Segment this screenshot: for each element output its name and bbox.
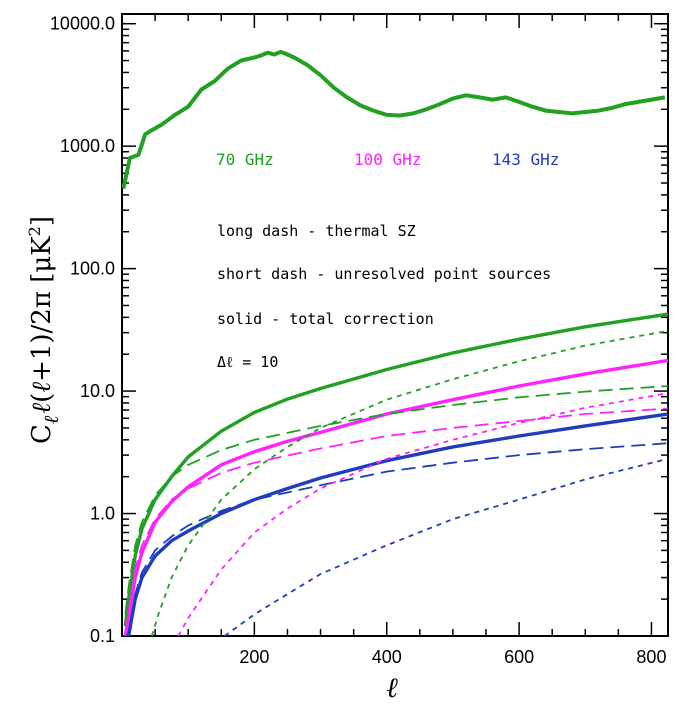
x-axis-title: ℓ [386, 671, 398, 704]
y-tick-label: 10000.0 [50, 14, 115, 34]
cmb-spectrum-line [122, 49, 666, 190]
freq-label-100: 100 GHz [354, 150, 421, 169]
solid-total-line [123, 358, 668, 636]
y-tick-label: 0.1 [90, 626, 115, 646]
long-dash-thermal-SZ-line [125, 442, 668, 636]
long-dash-thermal-SZ-line [124, 385, 668, 615]
legend-point-sources: short dash - unresolved point sources [217, 265, 551, 283]
long-dash-thermal-SZ-line [124, 407, 668, 636]
short-dash-unresolved-point-sources-line [177, 392, 668, 636]
y-tick-label: 10.0 [80, 381, 115, 401]
y-tick-label: 1.0 [90, 504, 115, 524]
solid-total-line [125, 412, 668, 636]
short-dash-unresolved-point-sources-line [150, 330, 668, 636]
legend-delta-l: Δℓ = 10 [217, 353, 278, 371]
x-tick-label: 800 [636, 647, 666, 667]
axis-ticks [121, 14, 668, 637]
solid-total-line [123, 312, 668, 627]
plot-frame [121, 13, 669, 637]
x-tick-label: 600 [504, 647, 534, 667]
y-tick-label: 1000.0 [60, 136, 115, 156]
x-tick-label: 200 [239, 647, 269, 667]
short-dash-unresolved-point-sources-line [224, 457, 668, 636]
x-tick-label: 400 [372, 647, 402, 667]
data-series [122, 49, 668, 636]
legend-total-correction: solid - total correction [217, 310, 434, 328]
y-tick-label: 100.0 [70, 259, 115, 279]
legend-thermal-sz: long dash - thermal SZ [217, 222, 416, 240]
axis-tick-labels: 200 400 600 800 0.1 1.0 10.0 100.0 1000.0 10000.0 [50, 14, 667, 667]
y-axis-title: Cℓℓ(ℓ+1)/2π [μK2] [25, 216, 63, 444]
freq-label-70: 70 GHz [216, 150, 274, 169]
freq-label-143: 143 GHz [492, 150, 559, 169]
